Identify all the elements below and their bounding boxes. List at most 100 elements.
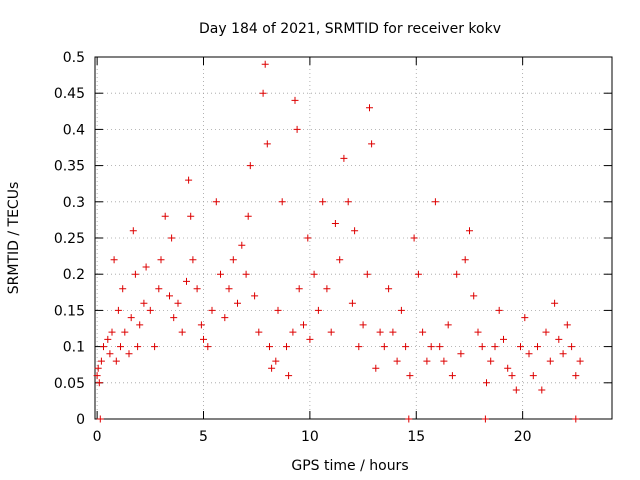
scatter-point — [221, 314, 229, 322]
y-tick-label: 0.2 — [63, 267, 85, 283]
y-tick-label: 0.35 — [54, 159, 85, 175]
x-tick-label: 10 — [301, 429, 319, 445]
scatter-point — [95, 379, 103, 387]
scatter-point — [110, 256, 118, 264]
scatter-point — [189, 256, 197, 264]
scatter-point — [274, 306, 282, 314]
scatter-point — [295, 285, 303, 293]
scatter-point — [272, 357, 280, 365]
scatter-point — [151, 343, 159, 351]
scatter-point — [336, 256, 344, 264]
scatter-point — [300, 321, 307, 329]
scatter-point — [525, 350, 533, 358]
scatter-point — [406, 372, 414, 380]
scatter-point — [448, 372, 456, 380]
x-tick-label: 5 — [199, 429, 208, 445]
scatter-point — [125, 350, 133, 358]
scatter-point — [140, 299, 148, 307]
scatter-point — [106, 350, 114, 358]
scatter-point — [453, 270, 461, 278]
y-tick-label: 0.15 — [54, 303, 85, 319]
scatter-point — [483, 379, 490, 387]
scatter-point — [436, 343, 444, 351]
scatter-point — [255, 328, 263, 336]
scatter-point — [385, 285, 393, 293]
scatter-point — [146, 306, 154, 314]
scatter-points — [93, 60, 584, 423]
scatter-point — [127, 314, 135, 322]
scatter-point — [197, 321, 205, 329]
scatter-point — [114, 306, 122, 314]
scatter-point — [112, 357, 120, 365]
scatter-point — [96, 415, 104, 423]
scatter-point — [155, 285, 163, 293]
scatter-point — [555, 335, 563, 343]
y-axis-label: SRMTID / TECUs — [6, 182, 22, 295]
scatter-point — [500, 335, 507, 343]
scatter-point — [461, 256, 469, 264]
y-tick-label: 0.05 — [54, 376, 85, 392]
scatter-point — [393, 357, 401, 365]
scatter-point — [200, 335, 207, 343]
scatter-point — [474, 328, 482, 336]
scatter-point — [268, 364, 276, 372]
scatter-point — [397, 306, 405, 314]
scatter-point — [314, 306, 322, 314]
scatter-point — [166, 292, 173, 300]
scatter-point — [304, 234, 312, 242]
scatter-point — [351, 227, 359, 235]
scatter-point — [283, 343, 290, 351]
scatter-point — [327, 328, 335, 336]
scatter-point — [244, 212, 252, 220]
scatter-point — [289, 328, 297, 336]
scatter-point — [161, 212, 169, 220]
scatter-point — [440, 357, 448, 365]
scatter-point — [355, 343, 363, 351]
scatter-point — [331, 220, 339, 227]
scatter-point — [234, 299, 241, 307]
scatter-point — [344, 198, 352, 206]
scatter-point — [551, 299, 559, 307]
scatter-point — [266, 343, 273, 351]
scatter-point — [402, 343, 410, 351]
scatter-point — [251, 292, 259, 300]
scatter-point — [319, 198, 327, 206]
scatter-point — [368, 140, 376, 148]
scatter-point — [204, 343, 212, 351]
scatter-point — [576, 357, 584, 365]
scatter-point — [572, 372, 580, 380]
y-tick-label: 0.4 — [63, 122, 85, 138]
scatter-point — [142, 263, 150, 271]
scatter-point — [521, 314, 529, 322]
scatter-point — [285, 372, 293, 380]
scatter-point — [108, 328, 116, 336]
scatter-point — [380, 343, 388, 351]
scatter-point — [291, 96, 299, 104]
scatter-point — [542, 328, 550, 336]
scatter-point — [168, 234, 176, 242]
scatter-point — [238, 241, 246, 249]
scatter-point — [427, 343, 435, 351]
scatter-point — [97, 357, 105, 365]
scatter-point — [470, 292, 478, 300]
scatter-point — [278, 198, 286, 206]
scatter-point — [187, 212, 195, 220]
scatter-point — [563, 321, 571, 329]
scatter-point — [178, 328, 186, 336]
scatter-point — [246, 162, 254, 170]
scatter-point — [217, 270, 224, 278]
scatter-point — [538, 386, 546, 394]
scatter-point — [568, 343, 576, 351]
scatter-point — [372, 364, 380, 372]
scatter-point — [359, 321, 367, 329]
scatter-point — [405, 415, 413, 423]
x-tick-label: 15 — [407, 429, 425, 445]
y-tick-label: 0.25 — [54, 231, 85, 247]
scatter-point — [100, 343, 107, 351]
scatter-point — [376, 328, 384, 336]
scatter-point — [366, 104, 373, 112]
scatter-point — [170, 314, 178, 322]
x-tick-label: 20 — [514, 429, 532, 445]
chart-title: Day 184 of 2021, SRMTID for receiver kok… — [199, 21, 501, 37]
scatter-point — [94, 364, 102, 372]
